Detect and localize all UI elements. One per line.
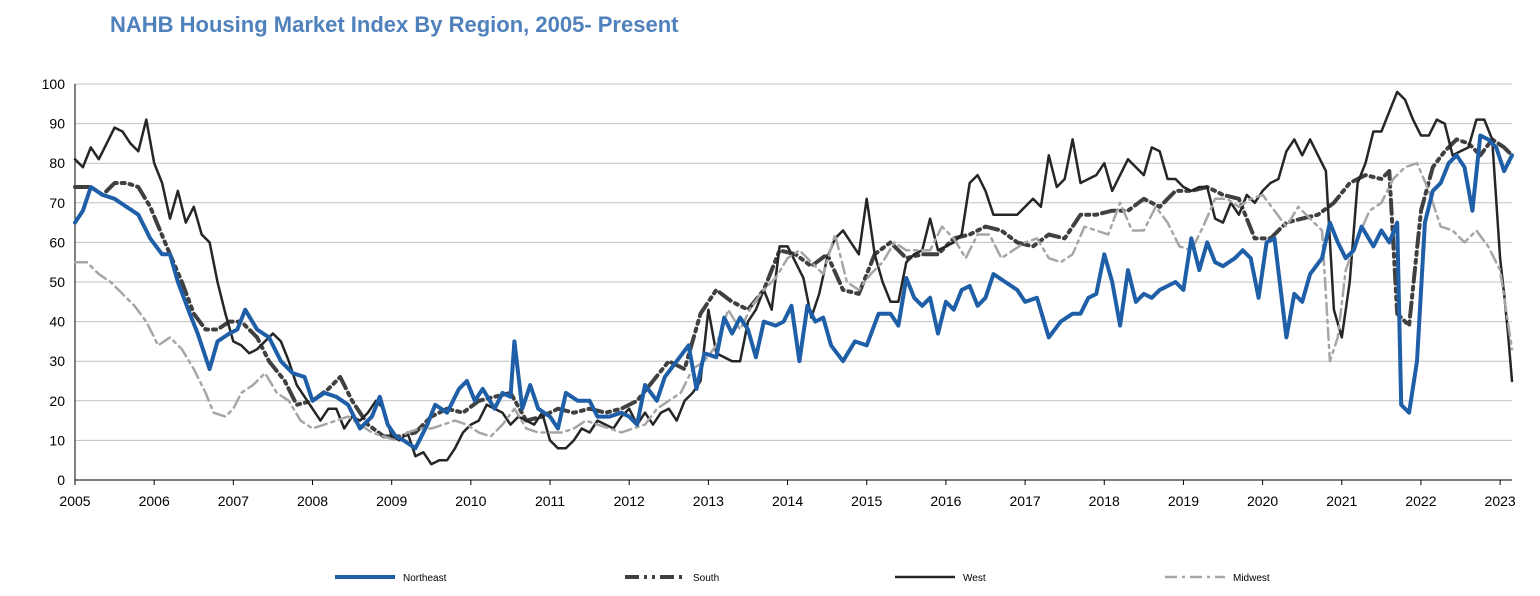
axes: 0 10 20 30 40 50 60 70 80 90 100 2005 2006 2007 2008 20… [42,76,1516,509]
x-tick-label: 2023 [1485,493,1516,509]
series-line-south [73,137,1514,439]
x-tick-label: 2022 [1405,493,1436,509]
legend-label-west: West [963,573,986,584]
x-tick-label: 2011 [535,493,565,509]
gridlines [75,83,1512,441]
y-tick-label: 80 [49,155,65,171]
y-tick-label: 70 [49,195,65,211]
y-tick-label: 30 [49,353,65,369]
x-tick-label: 2007 [218,493,249,509]
y-tick-label: 20 [49,393,65,409]
chart-title: NAHB Housing Market Index By Region, 200… [110,12,679,37]
y-tick-label: 100 [42,76,66,92]
x-tick-label: 2016 [930,493,961,509]
series-line-midwest [73,161,1514,442]
x-tick-label: 2018 [1089,493,1120,509]
series-lines [73,90,1514,466]
x-tick-label: 2019 [1168,493,1199,509]
y-tick-label: 0 [57,472,65,488]
series-line-northeast [73,133,1514,451]
x-tick-label: 2015 [851,493,882,509]
legend-label-midwest: Midwest [1233,573,1270,584]
legend-label-northeast: Northeast [403,573,447,584]
y-tick-label: 50 [49,274,65,290]
x-tick-label: 2021 [1326,493,1357,509]
x-tick-label: 2013 [693,493,724,509]
legend-label-south: South [693,573,719,584]
x-tick-label: 2020 [1247,493,1278,509]
legend: Northeast South West Midwest [335,573,1270,584]
y-tick-label: 90 [49,116,65,132]
y-tick-label: 60 [49,234,65,250]
y-tick-label: 40 [49,314,65,330]
series-line-west [73,90,1514,466]
x-tick-label: 2008 [297,493,328,509]
y-tick-label: 10 [49,432,65,448]
x-tick-label: 2009 [376,493,407,509]
x-tick-label: 2014 [772,493,803,509]
x-tick-label: 2005 [59,493,90,509]
x-tick-label: 2006 [139,493,170,509]
x-tick-label: 2012 [614,493,645,509]
x-tick-label: 2017 [1010,493,1041,509]
x-tick-label: 2010 [455,493,486,509]
